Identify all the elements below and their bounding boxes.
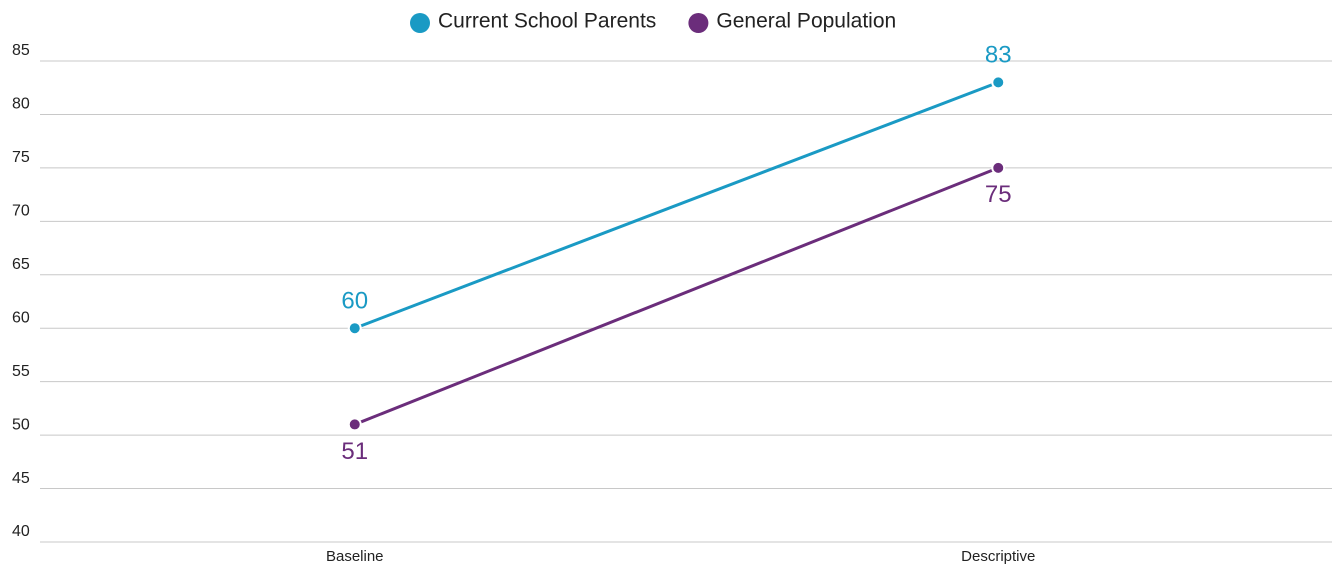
data-point [347,321,362,336]
y-tick-label: 80 [12,96,30,113]
y-tick-label: 75 [12,149,30,166]
data-label: 51 [341,438,368,465]
legend-label: General Population [716,10,896,33]
data-point [347,417,362,432]
y-tick-label: 45 [12,470,30,487]
legend-marker [688,13,709,33]
data-label: 60 [341,288,368,315]
legend-marker [410,13,430,33]
data-point [991,75,1006,90]
y-tick-label: 65 [12,256,30,273]
y-tick-label: 70 [12,203,30,220]
x-tick-label: Baseline [326,548,384,565]
y-tick-label: 60 [12,309,30,326]
y-tick-label: 40 [12,523,30,540]
y-tick-label: 50 [12,416,30,433]
x-tick-label: Descriptive [961,548,1035,565]
data-label: 75 [985,181,1012,208]
data-label: 83 [985,42,1012,69]
series-line [354,166,999,426]
y-tick-label: 85 [12,42,30,59]
data-point [991,160,1006,175]
series-line [354,80,999,330]
y-tick-label: 55 [12,363,30,380]
legend-label: Current School Parents [438,10,656,33]
